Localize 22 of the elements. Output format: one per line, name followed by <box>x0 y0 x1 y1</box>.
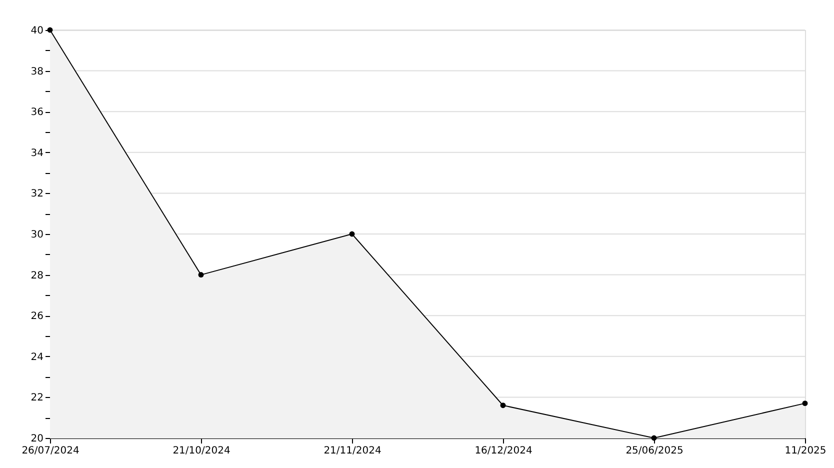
y-tick-label: 38 <box>30 66 44 78</box>
y-tick-label: 28 <box>30 270 44 282</box>
y-tick-label: 32 <box>30 188 44 200</box>
point <box>500 402 506 408</box>
point <box>349 231 355 237</box>
y-tick-label: 34 <box>30 148 44 159</box>
y-tick-label: 26 <box>30 311 44 322</box>
point <box>802 400 808 406</box>
y-tick-label: 24 <box>30 352 44 363</box>
y-tick-label: 40 <box>30 26 44 36</box>
point <box>651 435 657 441</box>
y-tick-label: 20 <box>30 434 44 444</box>
x-tick-label: 16/12/2024 <box>474 446 532 456</box>
x-tick-label: 11/2025 <box>784 446 826 456</box>
x-tick-label: 26/07/2024 <box>22 446 80 456</box>
x-tick-label: 21/10/2024 <box>172 446 230 456</box>
x-tick-label: 25/06/2025 <box>626 446 684 456</box>
x-tick-label: 21/11/2024 <box>324 446 382 456</box>
point <box>198 272 204 278</box>
y-tick-label: 30 <box>30 230 44 240</box>
y-tick-label: 36 <box>30 107 44 118</box>
y-tick-label: 22 <box>30 392 44 404</box>
